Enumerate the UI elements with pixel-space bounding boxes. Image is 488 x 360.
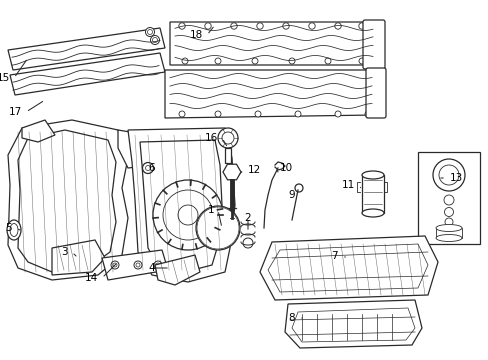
Circle shape	[150, 36, 159, 45]
Bar	[435, 228, 461, 238]
Ellipse shape	[435, 234, 461, 242]
Text: 3: 3	[61, 247, 68, 257]
Text: 14: 14	[84, 273, 98, 283]
Circle shape	[111, 261, 119, 269]
Circle shape	[230, 23, 237, 29]
Text: 6: 6	[148, 163, 154, 173]
Circle shape	[202, 212, 234, 244]
Text: 17: 17	[9, 107, 22, 117]
Circle shape	[113, 263, 117, 267]
Text: 12: 12	[247, 165, 261, 175]
Circle shape	[334, 111, 340, 117]
Ellipse shape	[361, 209, 383, 217]
Circle shape	[156, 263, 160, 267]
Text: 5: 5	[5, 223, 12, 233]
Text: 4: 4	[148, 263, 154, 273]
Circle shape	[218, 128, 238, 148]
Circle shape	[154, 261, 162, 269]
Circle shape	[254, 111, 261, 117]
Circle shape	[443, 195, 453, 205]
Circle shape	[196, 206, 240, 250]
Circle shape	[145, 166, 150, 171]
Ellipse shape	[7, 220, 21, 240]
Polygon shape	[155, 255, 200, 285]
Circle shape	[288, 58, 294, 64]
Circle shape	[444, 207, 452, 216]
FancyBboxPatch shape	[362, 20, 384, 69]
Circle shape	[204, 23, 211, 29]
Bar	[417, 152, 479, 244]
Circle shape	[215, 58, 221, 64]
Polygon shape	[118, 130, 155, 168]
Circle shape	[358, 58, 364, 64]
Ellipse shape	[10, 224, 18, 237]
Polygon shape	[10, 53, 164, 95]
Polygon shape	[22, 120, 55, 142]
Polygon shape	[128, 128, 235, 282]
Circle shape	[197, 207, 239, 249]
Text: 10: 10	[280, 163, 292, 173]
Circle shape	[182, 58, 187, 64]
Text: 15: 15	[0, 73, 10, 83]
Circle shape	[179, 111, 184, 117]
Polygon shape	[102, 250, 168, 280]
Circle shape	[145, 27, 154, 36]
Circle shape	[134, 261, 142, 269]
Circle shape	[163, 190, 213, 240]
Polygon shape	[285, 300, 421, 348]
Polygon shape	[8, 28, 164, 70]
Circle shape	[178, 205, 198, 225]
Circle shape	[294, 184, 303, 192]
Text: 7: 7	[331, 251, 337, 261]
Ellipse shape	[361, 171, 383, 179]
Text: 13: 13	[449, 173, 462, 183]
Circle shape	[243, 238, 252, 248]
Ellipse shape	[435, 225, 461, 231]
Circle shape	[432, 159, 464, 191]
Circle shape	[364, 111, 370, 117]
Text: 18: 18	[189, 30, 203, 40]
Circle shape	[308, 23, 315, 29]
Text: 1: 1	[207, 205, 214, 215]
Circle shape	[153, 180, 223, 250]
Text: 9: 9	[288, 190, 294, 200]
Circle shape	[334, 23, 341, 29]
Circle shape	[222, 132, 234, 144]
Bar	[224, 148, 230, 163]
Circle shape	[256, 23, 263, 29]
Polygon shape	[223, 164, 241, 180]
Circle shape	[179, 23, 185, 29]
Circle shape	[438, 165, 458, 185]
Circle shape	[142, 162, 153, 174]
Circle shape	[294, 111, 301, 117]
Polygon shape	[170, 22, 377, 65]
Circle shape	[199, 209, 237, 247]
Circle shape	[152, 37, 157, 42]
Circle shape	[215, 111, 221, 117]
Text: 11: 11	[341, 180, 354, 190]
Circle shape	[325, 58, 330, 64]
Polygon shape	[260, 236, 437, 300]
Text: 2: 2	[244, 213, 250, 223]
Circle shape	[209, 220, 225, 236]
Bar	[361, 175, 383, 213]
Circle shape	[136, 263, 140, 267]
Circle shape	[444, 218, 452, 226]
Polygon shape	[8, 120, 128, 280]
Circle shape	[147, 30, 152, 35]
Text: 16: 16	[204, 133, 218, 143]
Circle shape	[251, 58, 258, 64]
Text: 8: 8	[288, 313, 294, 323]
Polygon shape	[52, 240, 105, 275]
FancyBboxPatch shape	[365, 68, 385, 118]
Circle shape	[358, 23, 365, 29]
Circle shape	[282, 23, 288, 29]
Polygon shape	[164, 70, 374, 118]
